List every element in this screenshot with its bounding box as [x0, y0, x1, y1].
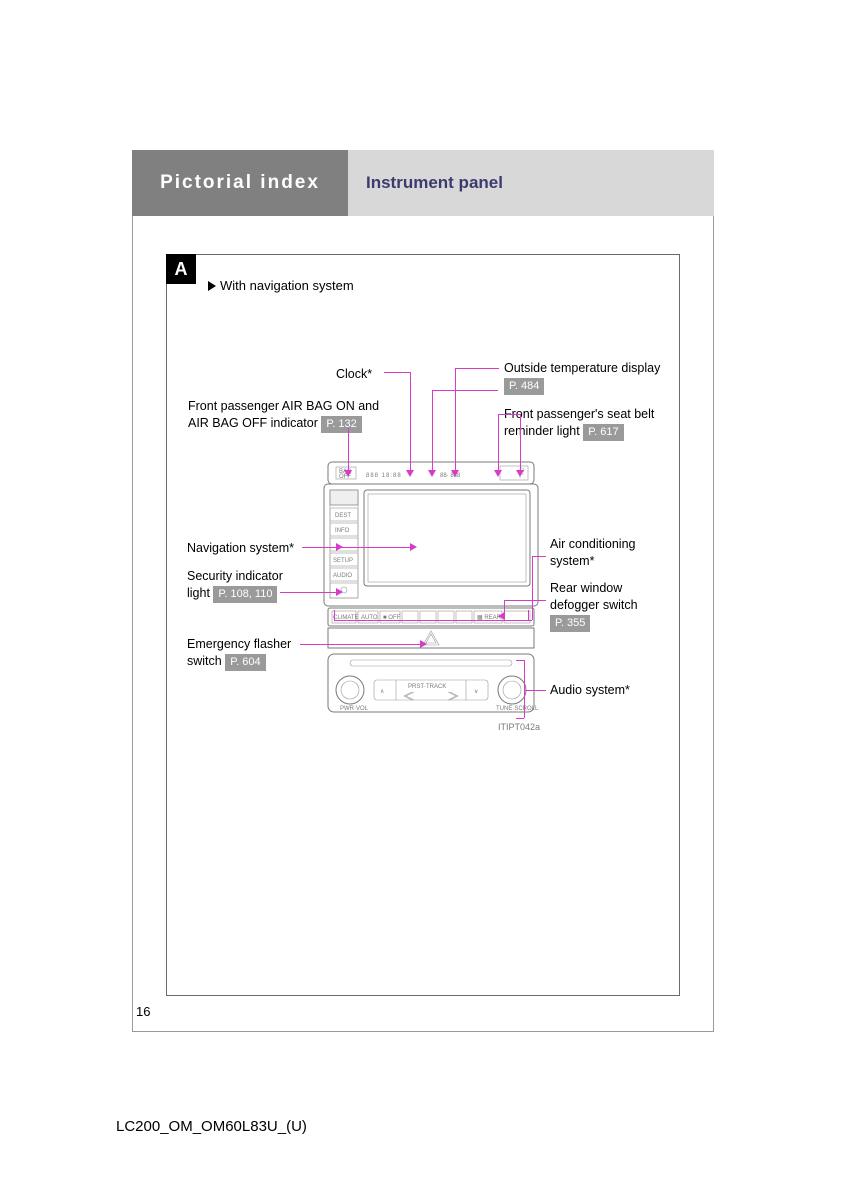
svg-text:SETUP: SETUP	[333, 558, 353, 564]
callout-seatbelt: Front passenger's seat belt reminder lig…	[504, 406, 674, 441]
page-ref-badge: P. 484	[504, 378, 544, 395]
callout-audio: Audio system*	[550, 682, 630, 699]
callout-airbag: Front passenger AIR BAG ON and AIR BAG O…	[188, 398, 408, 433]
leader-line	[410, 372, 411, 472]
leader-line	[524, 660, 525, 718]
leader-line	[498, 414, 520, 415]
page-header: Pictorial index Instrument panel	[132, 150, 714, 216]
svg-text:DEST: DEST	[335, 513, 351, 519]
triangle-icon	[208, 281, 216, 291]
svg-text:PWR·VOL: PWR·VOL	[340, 706, 369, 712]
page-ref-badge: P. 355	[550, 615, 590, 632]
subtitle-text: With navigation system	[220, 278, 354, 293]
arrowhead-icon	[498, 612, 505, 620]
callout-hazard: Emergency flasher switch P. 604	[187, 636, 327, 671]
callout-security: Security indicator light P. 108, 110	[187, 568, 327, 603]
asterisk: *	[367, 367, 372, 381]
callout-rear-defog: Rear window defogger switch P. 355	[550, 580, 670, 632]
illustration-code: ITIPT042a	[498, 722, 540, 732]
callout-clock: Clock*	[336, 366, 372, 383]
arrowhead-icon	[406, 470, 414, 477]
svg-text:888 18:88: 888 18:88	[366, 473, 402, 479]
arrowhead-icon	[428, 470, 436, 477]
center-console-illustration: BAG OFF 888 18:88 88· 888 DEST INFO SETU…	[322, 460, 540, 728]
arrowhead-icon	[344, 470, 352, 477]
arrowhead-icon	[420, 640, 427, 648]
page-number: 16	[136, 1004, 150, 1019]
leader-line	[524, 690, 546, 691]
leader-line	[432, 390, 498, 391]
svg-text:PRST·TRACK: PRST·TRACK	[408, 684, 446, 690]
leader-line	[348, 428, 349, 472]
leader-line	[498, 414, 499, 472]
arrowhead-icon	[494, 470, 502, 477]
section-letter-badge: A	[166, 254, 196, 284]
page-ref-badge: P. 108, 110	[213, 586, 277, 603]
svg-text:∨: ∨	[474, 689, 478, 695]
leader-line	[528, 610, 529, 620]
callout-outside-temp-text: Outside temperature display	[504, 361, 660, 375]
header-page-title: Instrument panel	[348, 150, 714, 216]
header-section-title: Pictorial index	[132, 150, 348, 216]
leader-line	[334, 610, 335, 620]
callout-clock-text: Clock	[336, 367, 367, 381]
leader-line	[300, 644, 422, 645]
arrowhead-icon	[410, 543, 417, 551]
leader-line	[334, 620, 532, 621]
arrowhead-icon	[451, 470, 459, 477]
svg-text:AUDIO: AUDIO	[333, 573, 352, 579]
leader-line	[455, 368, 499, 369]
leader-line	[532, 556, 546, 557]
leader-line	[504, 600, 546, 601]
leader-line	[532, 556, 533, 620]
callout-outside-temp: Outside temperature display P. 484	[504, 360, 664, 395]
page-ref-badge: P. 617	[583, 424, 623, 441]
page-ref-badge: P. 132	[321, 416, 361, 433]
leader-line	[455, 368, 456, 472]
callout-ac: Air conditioning system*	[550, 536, 670, 570]
svg-text:TUNE·SCROLL: TUNE·SCROLL	[496, 706, 539, 712]
subtitle: With navigation system	[208, 278, 354, 293]
arrowhead-icon	[516, 470, 524, 477]
leader-line	[516, 660, 524, 661]
page-ref-badge: P. 604	[225, 654, 265, 671]
arrowhead-icon	[336, 588, 343, 596]
svg-text:∧: ∧	[380, 689, 384, 695]
leader-line	[384, 372, 410, 373]
leader-line	[280, 592, 338, 593]
leader-line	[432, 390, 433, 472]
leader-line	[520, 414, 521, 472]
svg-text:INFO: INFO	[335, 528, 350, 534]
leader-line	[516, 718, 524, 719]
leader-line	[302, 547, 338, 548]
callout-nav: Navigation system*	[187, 540, 294, 557]
arrowhead-icon	[336, 543, 343, 551]
footer-document-code: LC200_OM_OM60L83U_(U)	[116, 1118, 307, 1135]
